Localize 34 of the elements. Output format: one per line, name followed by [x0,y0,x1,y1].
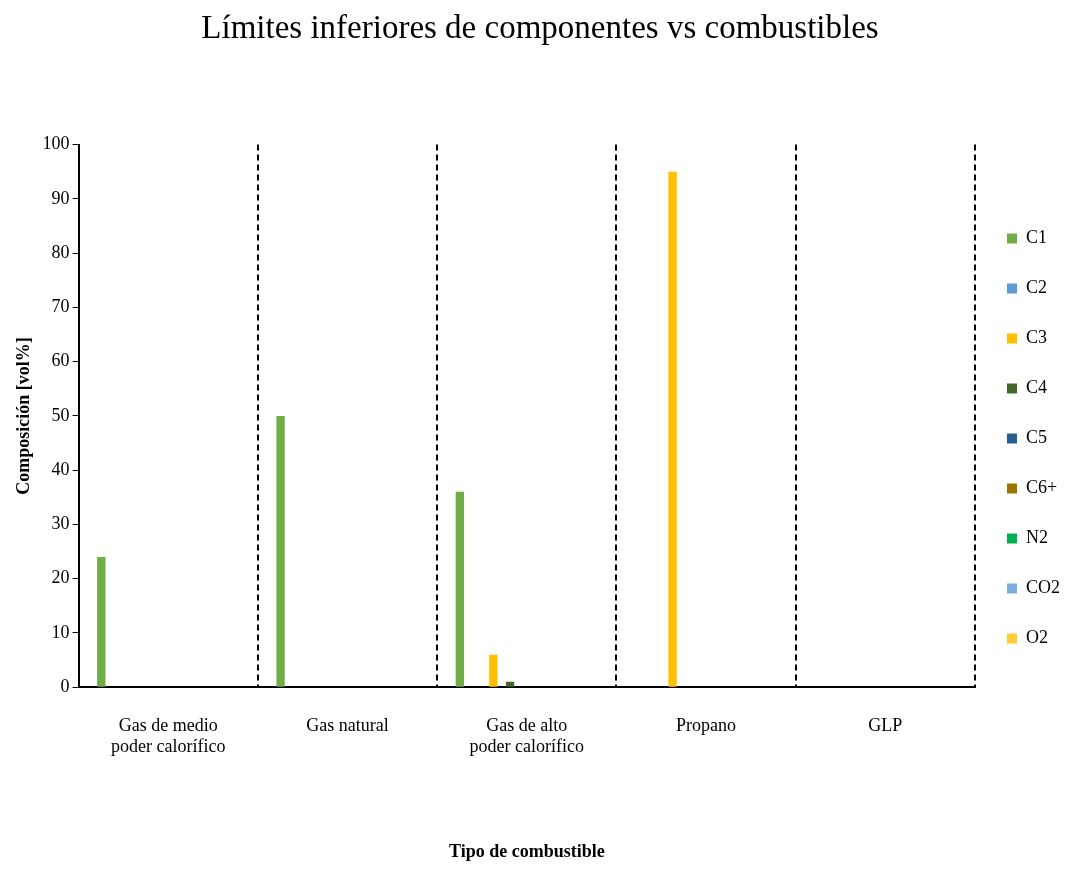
bar [668,171,677,687]
y-tick-label: 50 [51,404,70,425]
y-tick-label: 10 [51,621,70,642]
bar [97,556,106,687]
x-axis-title: Tipo de combustible [448,840,605,861]
bar [276,415,285,687]
y-tick-label: 60 [51,350,70,371]
y-tick-label: 30 [51,513,70,534]
y-tick-label: 40 [51,458,70,479]
y-tick-label: 0 [60,675,70,696]
legend-label: C5 [1026,427,1048,448]
x-tick-label: GLP [868,714,903,735]
legend-label: C4 [1026,377,1048,398]
x-tick-label: Gas natural [306,714,389,735]
legend-label: C6+ [1026,477,1058,498]
legend-label: N2 [1026,527,1048,548]
bar [505,681,515,687]
x-tick-label: Gas de alto poder calorífico [469,714,585,757]
x-tick-label: Gas de medio poder calorífico [111,714,226,757]
legend-label: C1 [1026,227,1048,248]
bar [455,491,465,687]
y-tick-label: 80 [51,241,70,262]
y-tick-label: 70 [51,296,70,317]
legend-label: C2 [1026,277,1048,298]
y-tick-label: 20 [51,567,70,588]
legend-label: CO2 [1026,577,1061,598]
legend-label: O2 [1026,627,1048,648]
x-tick-label: Propano [676,714,737,735]
bar [489,654,498,687]
y-tick-label: 90 [51,187,70,208]
y-tick-label: 100 [42,133,70,154]
chart-title: Límites inferiores de componentes vs combustibles [201,9,879,46]
legend-label: C3 [1026,327,1048,348]
y-axis-title: Composición [vol%] [13,337,34,495]
